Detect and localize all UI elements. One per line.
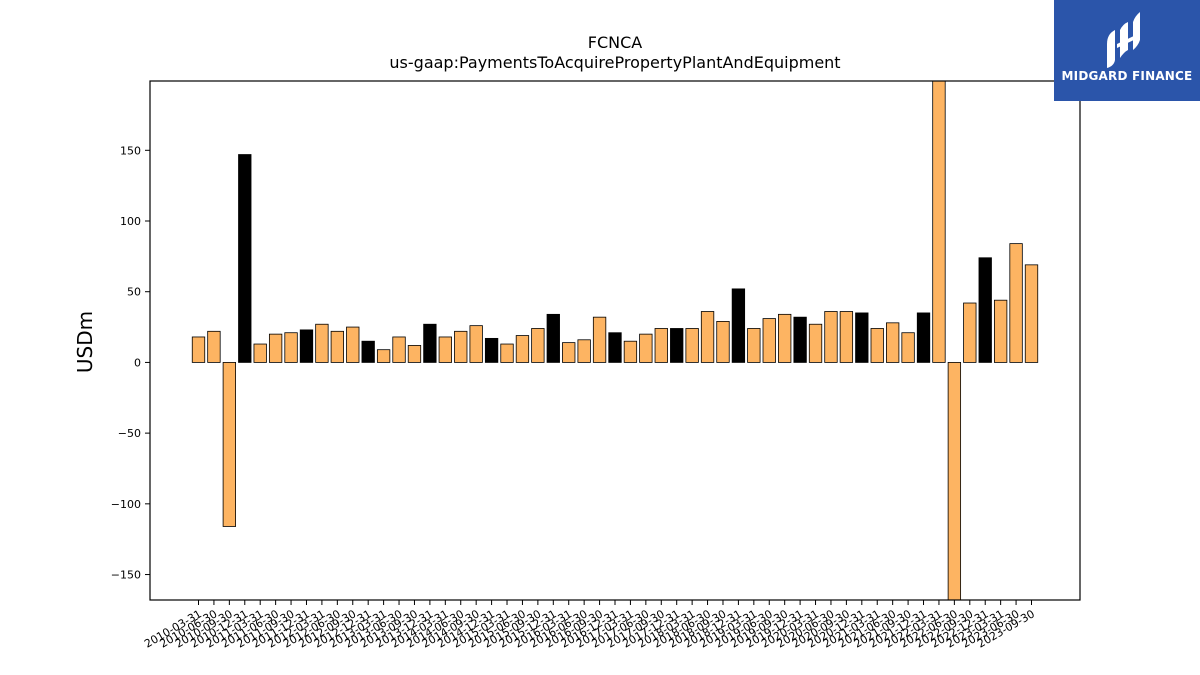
y-tick-label: 0 <box>134 356 141 369</box>
bar-2022-06-30 <box>947 362 962 600</box>
bar-2019-09-30 <box>778 313 792 363</box>
bar-2017-09-30 <box>654 328 668 363</box>
bar-2019-12-31 <box>793 316 807 363</box>
bar-2022-12-31 <box>978 257 992 363</box>
bar-2019-03-31 <box>747 328 761 363</box>
bar-2022-09-30 <box>963 302 977 363</box>
y-tick-label: −100 <box>111 498 141 511</box>
bar-2016-03-31 <box>562 342 576 363</box>
bar-2013-09-30 <box>407 345 422 363</box>
bar-2015-09-30 <box>531 328 545 363</box>
bar-2011-12-31 <box>299 329 314 363</box>
bar-2018-12-31 <box>731 288 746 363</box>
bar-2021-12-31 <box>916 312 931 363</box>
bar-2016-09-30 <box>592 316 607 363</box>
y-tick-label: −50 <box>118 427 141 440</box>
bar-2012-03-31 <box>315 323 329 363</box>
bar-2020-03-31 <box>808 323 823 363</box>
bar-2018-09-30 <box>716 321 730 363</box>
bar-2014-09-30 <box>469 325 483 363</box>
bar-2011-03-31 <box>253 343 267 363</box>
bar-series <box>191 81 1039 600</box>
chart-subtitle: us-gaap:PaymentsToAcquirePropertyPlantAn… <box>389 53 840 72</box>
y-tick-label: 50 <box>127 286 141 299</box>
bar-2023-09-30 <box>1024 264 1039 363</box>
bar-2010-06-30 <box>207 330 221 363</box>
bar-2017-06-30 <box>639 333 653 363</box>
bar-2011-09-30 <box>284 332 298 363</box>
x-axis: 2010-03-312010-06-302010-09-302010-12-31… <box>142 600 1037 651</box>
bar-2017-12-31 <box>670 328 684 363</box>
bar-2015-06-30 <box>515 335 530 363</box>
bar-2023-06-30 <box>1009 243 1023 363</box>
bar-2015-03-31 <box>500 343 514 363</box>
brand-logo: MIDGARD FINANCE <box>1054 0 1200 101</box>
y-tick-label: 150 <box>120 144 141 157</box>
bar-2017-03-31 <box>623 340 638 363</box>
midgard-logo-icon <box>1107 12 1140 68</box>
bar-2013-06-30 <box>392 336 406 363</box>
y-tick-label: −150 <box>111 569 141 582</box>
bar-2010-12-31 <box>238 154 252 363</box>
bar-2020-06-30 <box>824 311 838 363</box>
bar-2021-03-31 <box>870 328 884 363</box>
bar-2022-03-31 <box>932 81 946 363</box>
y-tick-label: 100 <box>120 215 141 228</box>
bar-2011-06-30 <box>268 333 283 363</box>
y-axis-label: USDm <box>73 311 97 373</box>
bar-2020-12-31 <box>855 312 869 363</box>
bar-2019-06-30 <box>762 318 776 363</box>
bar-2012-09-30 <box>346 326 360 363</box>
bar-2020-09-30 <box>839 311 854 363</box>
brand-name: MIDGARD FINANCE <box>1061 69 1193 83</box>
plot-frame <box>149 80 1081 601</box>
bar-2016-12-31 <box>608 332 622 363</box>
bar-2013-03-31 <box>376 349 391 363</box>
bar-2021-09-30 <box>901 332 915 363</box>
y-axis: −150 −100 −50 0 50 100 150 <box>111 144 150 582</box>
bar-2014-12-31 <box>484 337 499 363</box>
bar-2016-06-30 <box>577 339 591 363</box>
bar-2015-12-31 <box>546 313 560 363</box>
chart-title: FCNCA <box>588 33 643 52</box>
bar-2018-06-30 <box>700 311 715 363</box>
bar-2010-09-30 <box>222 362 237 527</box>
bar-2012-06-30 <box>330 330 344 363</box>
bar-2012-12-31 <box>361 340 375 363</box>
bar-2021-06-30 <box>886 322 900 363</box>
bar-2014-03-31 <box>438 336 452 363</box>
bar-2010-03-31 <box>191 336 206 363</box>
bar-2023-03-31 <box>993 299 1008 363</box>
bar-2018-03-31 <box>685 328 699 363</box>
bar-2013-12-31 <box>423 323 437 363</box>
bar-2014-06-30 <box>454 330 468 363</box>
